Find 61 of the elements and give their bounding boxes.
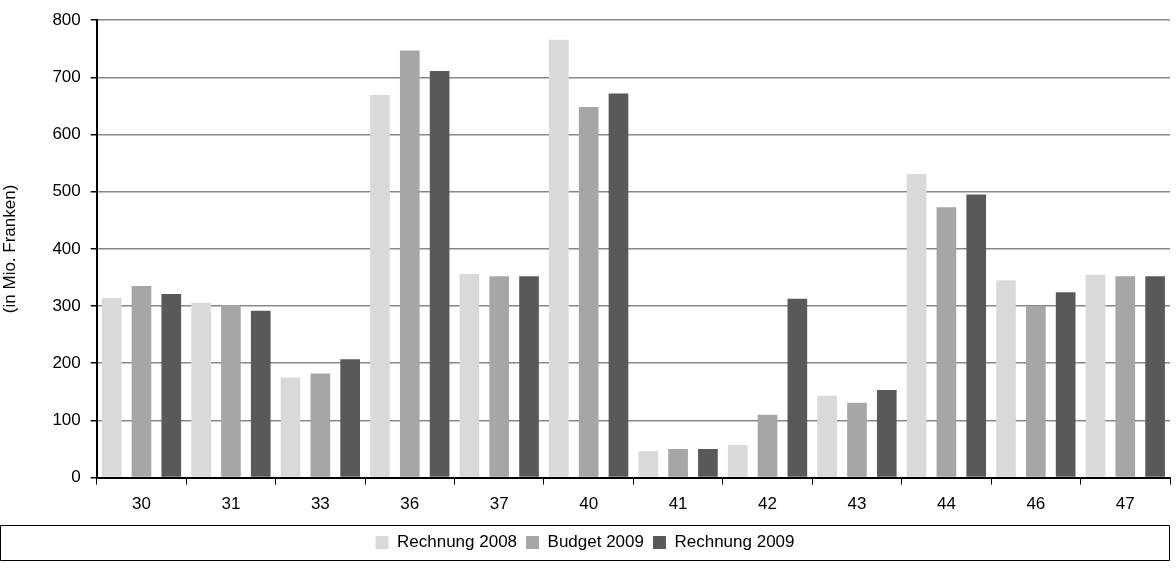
bar [1145,276,1165,477]
y-tick-label: 400 [52,238,81,258]
x-tick-label: 30 [132,494,151,514]
bar [757,414,778,477]
bar [101,298,122,477]
bar [847,402,867,477]
x-tick-label: 31 [221,494,241,514]
bar [191,302,211,477]
bar [787,298,808,477]
y-tick-label: 0 [71,467,81,487]
x-tick-label: 44 [936,494,956,514]
y-tick-label: 100 [52,410,81,430]
legend-label: Rechnung 2009 [674,532,795,552]
y-tick-label: 700 [52,67,81,87]
bar [817,395,837,477]
bar [459,274,480,477]
x-tick-label: 37 [489,494,509,514]
bar [221,304,241,477]
bar [727,445,748,477]
bar [1085,274,1106,477]
bar [698,449,718,477]
x-tick-label: 33 [310,494,330,514]
y-tick-label: 600 [52,124,81,144]
bar [936,207,957,477]
bar [638,451,659,477]
bar [429,71,450,477]
bar [549,39,569,477]
y-tick-label: 200 [52,352,81,372]
legend-label: Rechnung 2008 [396,532,518,552]
bar [340,359,361,477]
bar [161,294,182,477]
bar [519,276,539,477]
x-tick-label: 43 [847,494,867,514]
bar [250,310,271,477]
x-tick-label: 40 [579,494,599,514]
bar [131,286,152,477]
x-tick-label: 46 [1026,494,1046,514]
bar [876,390,897,477]
bar [399,50,420,477]
y-axis-title: (in Mio. Franken) [0,184,19,314]
x-tick-label: 42 [758,494,777,514]
bar [996,280,1016,477]
bar [906,174,927,477]
bar [310,373,331,477]
y-tick-label: 300 [52,295,81,315]
x-tick-label: 41 [668,494,688,514]
bar [370,95,390,477]
x-tick-label: 47 [1115,494,1135,514]
bar [1115,276,1136,477]
y-tick-label: 500 [52,181,81,201]
bar [608,93,629,477]
bar [966,194,987,477]
bar [668,449,688,477]
bar [489,276,510,477]
y-tick-label: 800 [52,9,81,29]
bar [280,377,301,477]
bar [1055,292,1076,477]
x-tick-label: 36 [400,494,420,514]
bar [1026,306,1046,477]
bar [578,107,599,477]
legend-label: Budget 2009 [547,532,644,552]
